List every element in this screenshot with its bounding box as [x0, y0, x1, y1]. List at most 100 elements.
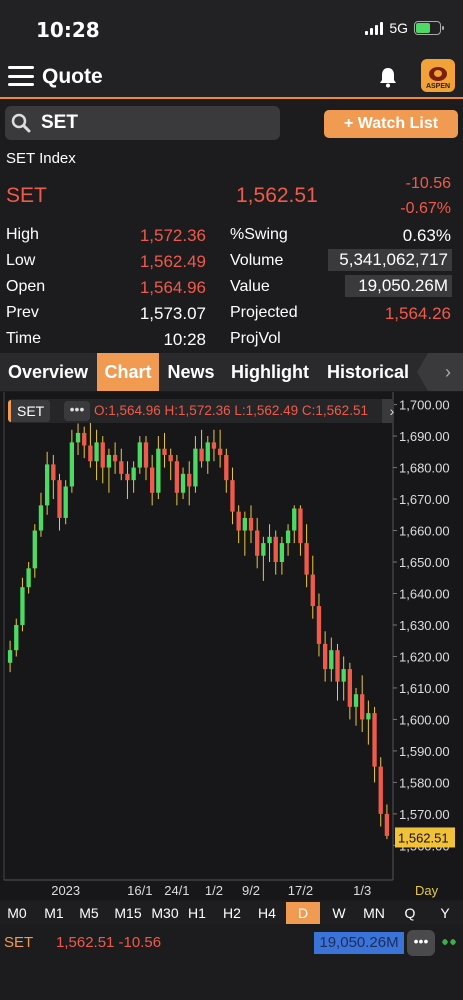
- bell-icon[interactable]: [378, 66, 398, 88]
- candle-body: [341, 669, 346, 682]
- chart-area[interactable]: 1,700.00 1,690.00 1,680.00 1,670.00 1,660.00…: [0, 392, 463, 900]
- candle-body: [150, 467, 155, 493]
- timeframe-m0[interactable]: M0: [7, 905, 27, 921]
- candle-body: [174, 461, 180, 493]
- last-price: 1,562.51: [236, 184, 318, 207]
- last-price-label: 1,562.51: [398, 830, 449, 845]
- candle-body: [125, 473, 130, 481]
- candle-body: [69, 442, 75, 487]
- candle-body: [230, 480, 235, 512]
- candle-body: [193, 448, 198, 487]
- chart-symbol-chip[interactable]: SET: [8, 400, 51, 422]
- projvol-label: ProjVol: [230, 330, 281, 347]
- candle-body: [32, 530, 37, 569]
- candle-body: [51, 464, 56, 481]
- y-tick-label: 1,590.00: [399, 744, 450, 759]
- watch-list-button[interactable]: + Watch List: [324, 110, 458, 138]
- value-amount: 19,050.26M: [345, 275, 452, 297]
- search-icon: [11, 113, 31, 133]
- candle-body: [26, 568, 31, 588]
- prev-label: Prev: [6, 304, 39, 321]
- tab-news[interactable]: News: [167, 362, 215, 382]
- candle-body: [372, 713, 377, 767]
- status-indicators: 5G: [365, 20, 444, 36]
- candle-body: [236, 511, 241, 531]
- timeframe-m5[interactable]: M5: [79, 905, 99, 921]
- tab-chart[interactable]: Chart: [97, 353, 159, 391]
- timeframe-q[interactable]: Q: [404, 905, 416, 921]
- y-tick-label: 1,570.00: [399, 807, 450, 822]
- bottom-value: 19,050.26M: [314, 932, 404, 954]
- tabs-scroll-arrow-icon[interactable]: ›: [417, 353, 463, 391]
- y-tick-label: 1,650.00: [399, 555, 450, 570]
- tab-overview[interactable]: Overview: [7, 362, 89, 382]
- price-change-percent: -0.67%: [400, 200, 451, 217]
- candle-body: [82, 432, 87, 446]
- candle-body: [304, 543, 309, 575]
- candle-body: [224, 454, 229, 481]
- candle-body: [63, 486, 68, 518]
- y-tick-label: 1,670.00: [399, 492, 450, 507]
- y-tick-label: 1,620.00: [399, 649, 450, 664]
- timeframe-y[interactable]: Y: [440, 905, 450, 921]
- y-tick-label: 1,610.00: [399, 681, 450, 696]
- chart-legend: SET ••• O:1,564.96 H:1,572.36 L:1,562.49…: [8, 399, 394, 423]
- chart-options-icon[interactable]: •••: [64, 401, 90, 421]
- menu-icon[interactable]: [8, 66, 34, 86]
- time-label: Time: [6, 330, 41, 347]
- low-label: Low: [6, 252, 36, 269]
- timeframe-m30[interactable]: M30: [151, 905, 179, 921]
- candle-body: [199, 448, 204, 462]
- legend-expand-icon[interactable]: ›: [382, 399, 394, 423]
- high-value: 1,572.36: [139, 226, 206, 245]
- candle-body: [329, 650, 334, 670]
- battery-icon: [414, 21, 444, 35]
- page-title: Quote: [42, 65, 103, 88]
- timeframe-m1[interactable]: M1: [44, 905, 64, 921]
- volume-label: Volume: [230, 252, 284, 269]
- search-box[interactable]: [5, 106, 280, 140]
- y-tick-label: 1,630.00: [399, 618, 450, 633]
- candlestick-chart[interactable]: 1,700.00 1,690.00 1,680.00 1,670.00 1,660.00…: [0, 392, 463, 900]
- search-input[interactable]: [41, 112, 271, 134]
- timeframe-h2[interactable]: H2: [223, 905, 241, 921]
- timeframe-h4[interactable]: H4: [258, 905, 276, 921]
- status-bar: 10:28 5G: [0, 0, 463, 56]
- aspen-logo[interactable]: ASPEN: [421, 59, 455, 92]
- more-options-icon[interactable]: •••: [407, 930, 435, 956]
- timeframe-mn[interactable]: MN: [363, 905, 385, 921]
- prev-value: 1,573.07: [139, 304, 206, 323]
- bottom-price-change: 1,562.51 -10.56: [56, 934, 162, 951]
- candle-body: [378, 766, 383, 814]
- timeframe-d[interactable]: D: [286, 902, 320, 924]
- candle-body: [248, 517, 254, 531]
- price-change: -10.56: [405, 175, 451, 192]
- y-tick-label: 1,680.00: [399, 461, 450, 476]
- connection-status-icon: [442, 939, 456, 945]
- app-header: Quote ASPEN: [0, 56, 463, 99]
- last-price-badge: [395, 827, 455, 848]
- bottom-symbol[interactable]: SET: [4, 934, 34, 951]
- symbol-name: SET Index: [6, 150, 76, 167]
- candle-body: [292, 508, 297, 531]
- period-label: Day: [415, 883, 439, 898]
- candle-body: [261, 543, 266, 556]
- network-label: 5G: [389, 20, 408, 36]
- timeframe-w[interactable]: W: [332, 905, 346, 921]
- timeframe-m15[interactable]: M15: [114, 905, 142, 921]
- tab-highlight[interactable]: Highlight: [231, 362, 309, 382]
- candle-body: [106, 454, 112, 468]
- x-tick-label: 9/2: [242, 883, 260, 898]
- timeframe-h1[interactable]: H1: [188, 905, 206, 921]
- candle-body: [242, 517, 247, 531]
- candle-body: [211, 442, 217, 449]
- candle-body: [217, 448, 223, 455]
- tab-historical[interactable]: Historical: [326, 362, 410, 382]
- candle-body: [255, 530, 260, 556]
- high-label: High: [6, 226, 39, 243]
- y-tick-label: 1,640.00: [399, 586, 450, 601]
- candle-body: [44, 464, 50, 506]
- candle-body: [285, 530, 291, 544]
- low-value: 1,562.49: [139, 252, 206, 271]
- candle-body: [384, 813, 390, 836]
